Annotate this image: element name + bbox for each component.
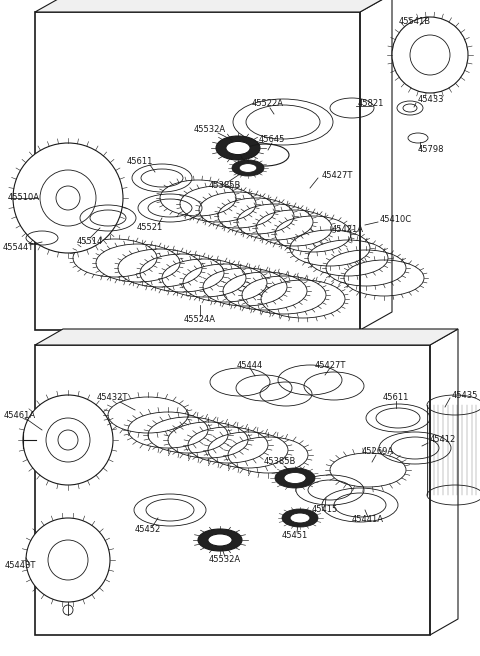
Ellipse shape [392,17,468,93]
Text: 45452: 45452 [135,525,161,535]
Ellipse shape [216,136,260,160]
Text: 45544T: 45544T [2,243,34,253]
Text: 45798: 45798 [418,146,444,155]
Ellipse shape [208,534,232,546]
Text: 45524A: 45524A [184,316,216,325]
Ellipse shape [284,472,306,483]
Text: 45427T: 45427T [322,171,353,180]
Text: 45645: 45645 [259,136,285,144]
Text: 45521: 45521 [137,224,163,232]
Text: 45821: 45821 [358,100,384,108]
Ellipse shape [23,395,113,485]
Ellipse shape [198,529,242,551]
Text: 45441A: 45441A [352,516,384,525]
Text: 45532A: 45532A [209,556,241,565]
Text: 45412: 45412 [430,436,456,445]
Text: 45510A: 45510A [8,194,40,203]
Text: 45433: 45433 [418,96,444,104]
Text: 45611: 45611 [127,157,153,167]
Ellipse shape [232,160,264,176]
Ellipse shape [290,513,310,523]
Text: 45514: 45514 [77,237,103,247]
Text: 45541B: 45541B [399,18,431,26]
Ellipse shape [226,142,250,155]
Text: 45415: 45415 [312,506,338,514]
Text: 45269A: 45269A [362,447,394,457]
Text: 45421A: 45421A [332,226,364,234]
Bar [35,345,430,635]
Bar [35,12,360,330]
Ellipse shape [282,509,318,527]
Text: 45410C: 45410C [380,216,412,224]
Text: 45461A: 45461A [4,411,36,419]
Text: 45385B: 45385B [209,180,241,190]
Polygon shape [35,0,392,12]
Text: 45611: 45611 [383,394,409,403]
Polygon shape [35,329,458,345]
Ellipse shape [26,518,110,602]
Ellipse shape [13,143,123,253]
Text: 45385B: 45385B [264,457,296,466]
Text: 45432T: 45432T [96,394,128,403]
Text: 45522A: 45522A [252,100,284,108]
Text: 45435: 45435 [452,390,479,400]
Text: 45427T: 45427T [314,361,346,369]
Text: 45451: 45451 [282,531,308,539]
Text: 45532A: 45532A [194,125,226,134]
Ellipse shape [239,163,257,173]
Text: 45444: 45444 [237,361,263,369]
Ellipse shape [275,468,315,488]
Text: 45443T: 45443T [4,560,36,569]
